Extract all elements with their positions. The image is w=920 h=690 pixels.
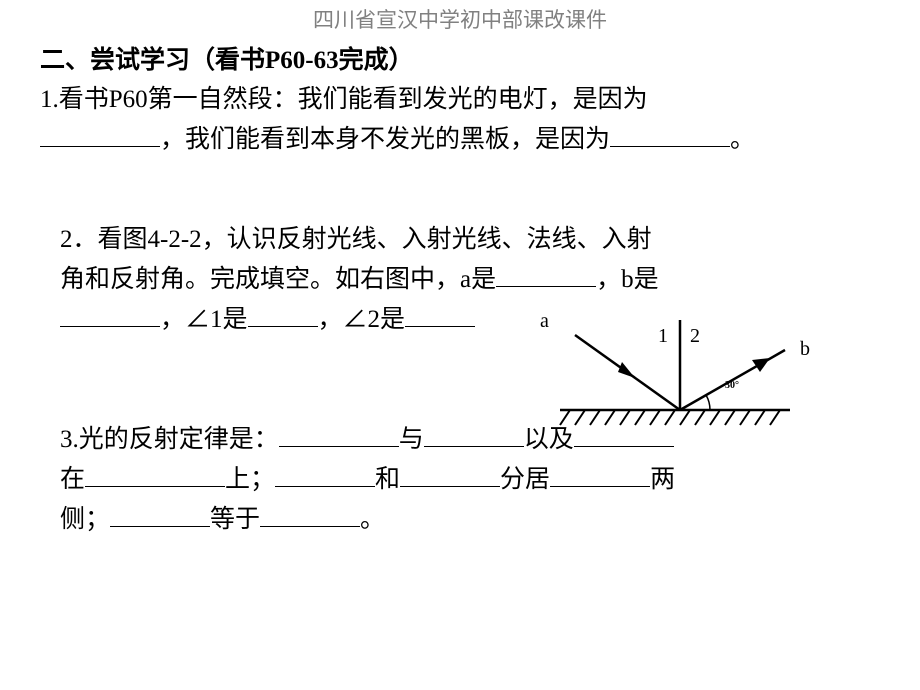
q3-suffix: 。: [360, 506, 385, 533]
q1-blank-1: [40, 122, 160, 147]
page-header: 四川省宣汉中学初中部课改课件: [0, 0, 920, 34]
q2-line2b: ，b是: [596, 266, 659, 293]
q3-blank-6: [400, 462, 500, 487]
q1-blank-2: [610, 122, 730, 147]
q3-blank-7: [550, 462, 650, 487]
question-1: 1.看书P60第一自然段：我们能看到发光的电灯，是因为 ，我们能看到本身不发光的…: [40, 80, 880, 160]
q3-t5: 和: [375, 466, 400, 493]
q3-t8: 侧；: [60, 506, 110, 533]
q3-t6: 分居: [500, 466, 550, 493]
q1-suffix: 。: [730, 126, 755, 153]
q2-blank-angle2: [405, 302, 475, 327]
q2-line2a: 角和反射角。完成填空。如右图中，a是: [60, 266, 496, 293]
q3-t4: 上；: [225, 466, 275, 493]
q1-mid: ，我们能看到本身不发光的黑板，是因为: [160, 126, 610, 153]
q3-blank-2: [424, 422, 524, 447]
diagram-label-b: b: [800, 338, 810, 361]
q3-blank-9: [260, 502, 360, 527]
q3-t3: 在: [60, 466, 85, 493]
diagram-label-a: a: [540, 310, 549, 333]
q3-blank-4: [85, 462, 225, 487]
section-title: 二、尝试学习（看书P60-63完成）: [40, 42, 920, 80]
q2-blank-b: [60, 302, 160, 327]
q3-prefix: 3.光的反射定律是：: [60, 426, 279, 453]
q3-blank-5: [275, 462, 375, 487]
q3-t1: 与: [399, 426, 424, 453]
q3-t7: 两: [650, 466, 675, 493]
q1-prefix: 1.看书P60第一自然段：我们能看到发光的电灯，是因为: [40, 86, 648, 113]
q3-blank-8: [110, 502, 210, 527]
reflection-diagram: a b 1 2 30°: [530, 310, 810, 450]
q2-blank-angle1: [248, 302, 318, 327]
diagram-label-2: 2: [690, 325, 700, 348]
q2-line3b: ，∠2是: [318, 306, 406, 333]
q3-blank-1: [279, 422, 399, 447]
q2-line1: 2．看图4-2-2，认识反射光线、入射光线、法线、入射: [60, 226, 652, 253]
diagram-label-30: 30°: [725, 380, 739, 391]
q2-line3a: ，∠1是: [160, 306, 248, 333]
q2-blank-a: [496, 262, 596, 287]
diagram-label-1: 1: [658, 325, 668, 348]
q3-t9: 等于: [210, 506, 260, 533]
